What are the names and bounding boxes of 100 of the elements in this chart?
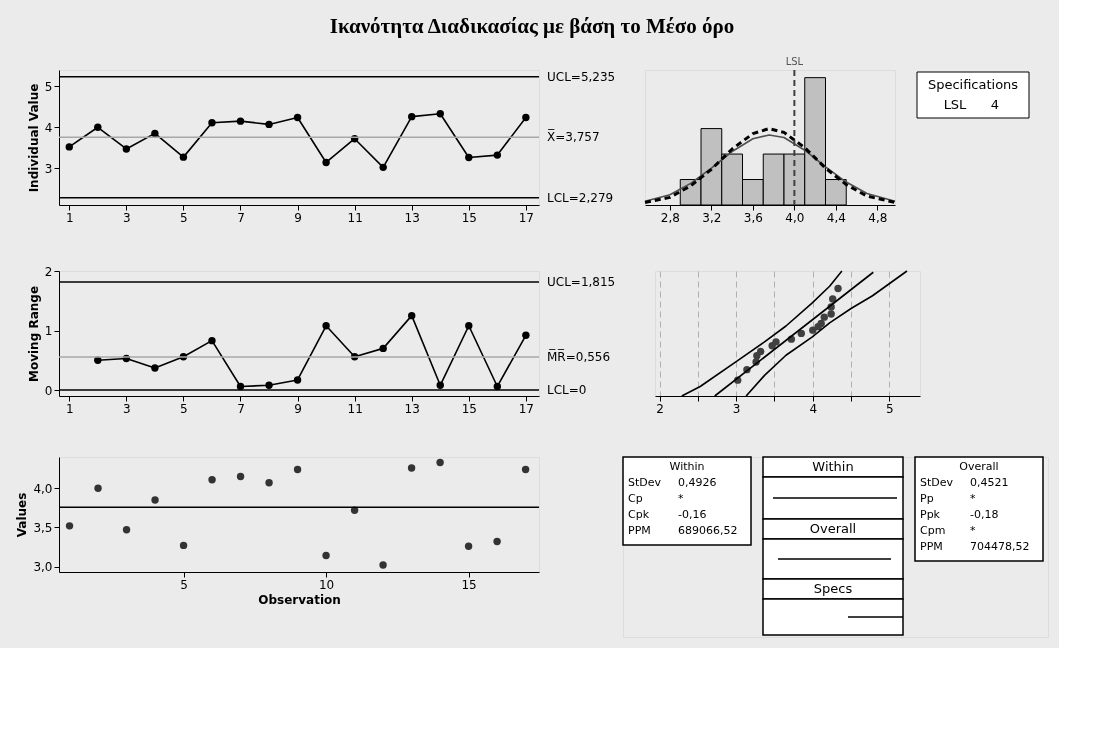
point [522, 113, 530, 122]
x-tick-label: 11 [347, 210, 363, 225]
point [408, 311, 416, 320]
point [379, 561, 387, 569]
point [797, 329, 805, 338]
text: Cpk [628, 508, 650, 521]
text: LSL [943, 97, 968, 112]
point [408, 112, 416, 121]
y-tick-label: 4 [44, 120, 53, 135]
y-tick-label: 1 [44, 324, 53, 339]
point [828, 295, 837, 303]
text: * [970, 492, 976, 505]
x-tick-label: 11 [347, 401, 363, 416]
ref-line-label: LCL=0 [547, 383, 587, 398]
x-tick-label: 9 [294, 401, 302, 416]
x-tick-label: 4,0 [785, 210, 805, 225]
point [208, 119, 216, 127]
point [493, 537, 501, 546]
text: 689066,52 [678, 524, 738, 537]
text: Within [669, 460, 705, 473]
text: Overall [959, 460, 999, 473]
point [122, 145, 131, 153]
x-tick-label: 2,8 [660, 210, 680, 225]
point [322, 158, 330, 167]
point [522, 331, 530, 339]
text: PPM [920, 540, 943, 553]
point [436, 458, 444, 467]
ref-line-label: LSL [785, 56, 804, 67]
point [322, 551, 330, 560]
x-tick-label: 5 [180, 210, 188, 225]
point [151, 496, 159, 504]
x-tick-label: 4,4 [826, 210, 846, 225]
point [236, 472, 245, 481]
point [464, 542, 473, 550]
point [293, 465, 302, 474]
ref-line-label: X̅=3,757 [547, 129, 600, 145]
y-tick-label: 5 [44, 79, 53, 94]
point [65, 143, 73, 151]
x-tick-label: 4,8 [868, 210, 888, 225]
text: 704478,52 [970, 540, 1030, 553]
point [293, 376, 302, 384]
point [65, 522, 74, 530]
point [820, 313, 828, 321]
y-axis-title: Moving Range [26, 285, 41, 383]
x-tick-label: 13 [404, 210, 420, 225]
text: Within [812, 459, 854, 474]
text: 0,4926 [678, 476, 717, 489]
text: Pp [920, 492, 934, 505]
point [151, 364, 159, 372]
ref-line-label: LCL=2,279 [547, 190, 614, 205]
x-tick-label: 5 [180, 401, 188, 416]
point [521, 465, 530, 474]
point [265, 120, 273, 129]
point [236, 117, 245, 125]
y-tick-label: 2 [44, 264, 53, 279]
x-tick-label: 5 [886, 401, 894, 416]
y-tick-label: 0 [44, 383, 53, 398]
point [809, 326, 817, 334]
x-tick-label: 17 [518, 210, 535, 225]
point [379, 163, 387, 172]
point [293, 113, 302, 122]
point [265, 479, 273, 487]
point [208, 475, 216, 484]
y-tick-label: 3,0 [33, 560, 53, 575]
point [122, 526, 131, 534]
text: Cp [628, 492, 643, 505]
x-tick-label: 17 [518, 401, 535, 416]
x-tick-label: 15 [461, 401, 477, 416]
x-tick-label: 10 [318, 577, 335, 592]
point [322, 322, 330, 330]
point [756, 347, 765, 356]
x-tick-label: 3,6 [743, 210, 763, 225]
y-tick-label: 3 [44, 161, 53, 176]
text: PPM [628, 524, 651, 537]
x-tick-label: 7 [237, 401, 245, 416]
x-tick-label: 1 [65, 401, 74, 416]
text: * [678, 492, 684, 505]
text: Specifications [927, 77, 1019, 92]
x-tick-label: 3 [732, 401, 741, 416]
ref-line-label: UCL=1,815 [547, 275, 616, 290]
y-axis-title: Values [15, 492, 30, 538]
x-tick-label: 4 [809, 401, 818, 416]
point [94, 484, 102, 492]
point [208, 336, 216, 345]
point [834, 284, 842, 293]
point [465, 322, 473, 330]
ref-line-label: M̅R̅=0,556 [547, 348, 611, 364]
x-tick-label: 15 [461, 577, 477, 592]
point [179, 541, 188, 550]
ref-line-label: UCL=5,235 [547, 69, 616, 84]
text: * [970, 524, 976, 537]
point [407, 464, 416, 472]
text: -0,18 [970, 508, 999, 521]
point [151, 129, 159, 138]
text: StDev [920, 476, 954, 489]
x-tick-label: 7 [237, 210, 245, 225]
point [465, 153, 473, 162]
y-axis-title: Individual Value [26, 83, 41, 193]
point [94, 123, 102, 131]
point [436, 110, 444, 118]
